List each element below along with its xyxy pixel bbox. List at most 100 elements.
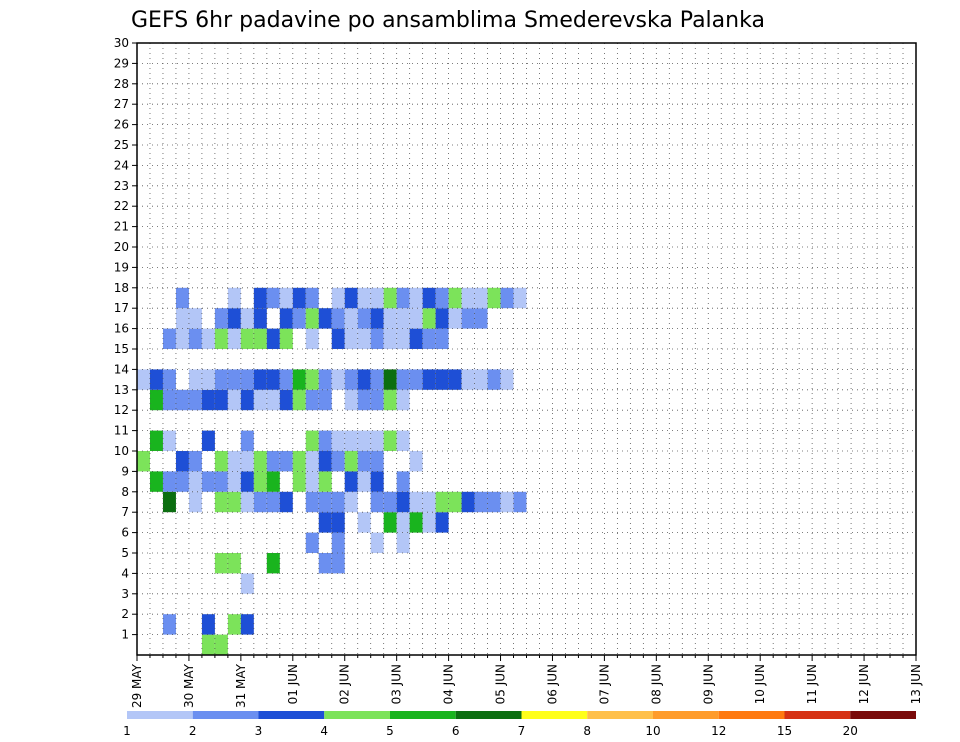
heatmap-cell [357, 308, 371, 329]
legend-label: 7 [518, 724, 526, 738]
heatmap-cell [461, 308, 475, 329]
heatmap-cell [344, 491, 358, 513]
legend-swatch [258, 711, 325, 719]
x-tick-label: 06 JUN [545, 664, 559, 704]
heatmap-cell [214, 308, 228, 329]
heatmap-cell [266, 328, 280, 349]
heatmap-cell [279, 451, 293, 472]
heatmap-cell [292, 287, 306, 309]
heatmap-cell [357, 389, 371, 411]
heatmap-cell [422, 328, 436, 349]
heatmap-cell [435, 287, 449, 309]
heatmap-cell [305, 308, 319, 329]
heatmap-cell [331, 328, 345, 349]
heatmap-cell [448, 287, 462, 309]
heatmap-cell [227, 328, 241, 349]
heatmap-cell [331, 430, 345, 451]
heatmap-cell [227, 451, 241, 472]
heatmap-cell [162, 614, 176, 635]
y-tick-label: 1 [121, 628, 129, 642]
heatmap-cell [370, 308, 384, 329]
heatmap-cell [370, 532, 384, 553]
heatmap-cell [409, 451, 423, 472]
heatmap-cell [201, 369, 215, 390]
heatmap-cell [396, 308, 410, 329]
color-legend: 1 2 3 4 5 6 7 8 10 12 15 20 [123, 711, 916, 738]
heatmap-cell [409, 308, 423, 329]
legend-label: 12 [711, 724, 726, 738]
heatmap-cell [305, 491, 319, 513]
heatmap-cell [474, 491, 488, 513]
heatmap-cell [149, 389, 163, 411]
heatmap-cell [149, 369, 163, 390]
heatmap-cell [175, 471, 189, 492]
heatmap-cell [305, 328, 319, 349]
heatmap-cell [227, 553, 241, 574]
y-tick-label: 16 [114, 322, 129, 336]
plot-grid [137, 43, 916, 655]
heatmap-cell [253, 287, 267, 309]
heatmap-cell [331, 491, 345, 513]
heatmap-cell [318, 512, 332, 533]
legend-swatch [192, 711, 259, 719]
x-tick-label: 09 JUN [701, 664, 715, 704]
x-tick-label: 05 JUN [494, 664, 508, 704]
heatmap-cell [214, 634, 228, 655]
heatmap-cell [383, 287, 397, 309]
heatmap-cell [137, 451, 150, 472]
heatmap-cell [331, 532, 345, 553]
heatmap-cell [422, 308, 436, 329]
y-tick-label: 2 [121, 607, 129, 621]
heatmap-cell [383, 512, 397, 533]
y-tick-label: 5 [121, 546, 129, 560]
heatmap-cell [396, 287, 410, 309]
heatmap-cell [370, 328, 384, 349]
heatmap-cell [214, 369, 228, 390]
legend-label: 4 [320, 724, 328, 738]
heatmap-cell [214, 328, 228, 349]
heatmap-cell [305, 532, 319, 553]
heatmap-cell [214, 451, 228, 472]
heatmap-cell [188, 389, 202, 411]
heatmap-cell [396, 369, 410, 390]
heatmap-cell [214, 471, 228, 492]
heatmap-cell [227, 287, 241, 309]
heatmap-cell [227, 369, 241, 390]
x-tick-label: 13 JUN [909, 664, 923, 704]
legend-swatch [127, 711, 193, 719]
x-tick-label: 01 JUN [286, 664, 300, 704]
heatmap-cell [188, 328, 202, 349]
legend-label: 6 [452, 724, 460, 738]
heatmap-cell [357, 430, 371, 451]
legend-swatch [718, 711, 785, 719]
heatmap-cell [240, 328, 254, 349]
heatmap-cell [396, 471, 410, 492]
heatmap-cell [188, 308, 202, 329]
heatmap-cell [435, 512, 449, 533]
x-tick-label: 31 MAY [234, 663, 248, 708]
y-tick-label: 23 [114, 179, 129, 193]
heatmap-cell [162, 491, 176, 513]
heatmap-cell [318, 471, 332, 492]
y-tick-label: 25 [114, 138, 129, 152]
legend-swatch [784, 711, 851, 719]
heatmap-cell [396, 491, 410, 513]
heatmap-cell [279, 308, 293, 329]
x-tick-label: 30 MAY [182, 663, 196, 708]
heatmap-cell [175, 451, 189, 472]
x-tick-label: 08 JUN [649, 664, 663, 704]
heatmap-cell [409, 369, 423, 390]
heatmap-cell [175, 308, 189, 329]
y-tick-label: 28 [114, 77, 129, 91]
heatmap-cell [318, 389, 332, 411]
heatmap-cell [435, 491, 449, 513]
y-tick-label: 8 [121, 485, 129, 499]
heatmap-cell [370, 471, 384, 492]
heatmap-cell [240, 614, 254, 635]
heatmap-cell [240, 491, 254, 513]
heatmap-cell [266, 451, 280, 472]
heatmap-cell [162, 430, 176, 451]
heatmap-cell [474, 287, 488, 309]
heatmap-cell [188, 491, 202, 513]
